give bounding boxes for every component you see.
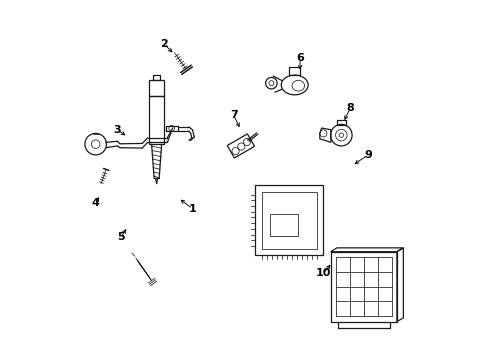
- Text: 8: 8: [346, 103, 353, 113]
- Bar: [330, 252, 396, 321]
- Text: 3: 3: [113, 125, 121, 135]
- Text: 1: 1: [188, 204, 196, 214]
- Bar: [269, 214, 298, 235]
- Bar: [149, 96, 164, 144]
- Text: 7: 7: [229, 111, 237, 121]
- Bar: [255, 185, 323, 255]
- Text: 2: 2: [160, 39, 167, 49]
- Text: 6: 6: [296, 53, 304, 63]
- Text: 4: 4: [92, 198, 100, 208]
- Text: 5: 5: [117, 232, 124, 242]
- Bar: [149, 80, 164, 96]
- Text: 9: 9: [364, 150, 371, 160]
- Bar: [261, 192, 316, 249]
- Text: 10: 10: [315, 268, 330, 278]
- Bar: [289, 67, 300, 75]
